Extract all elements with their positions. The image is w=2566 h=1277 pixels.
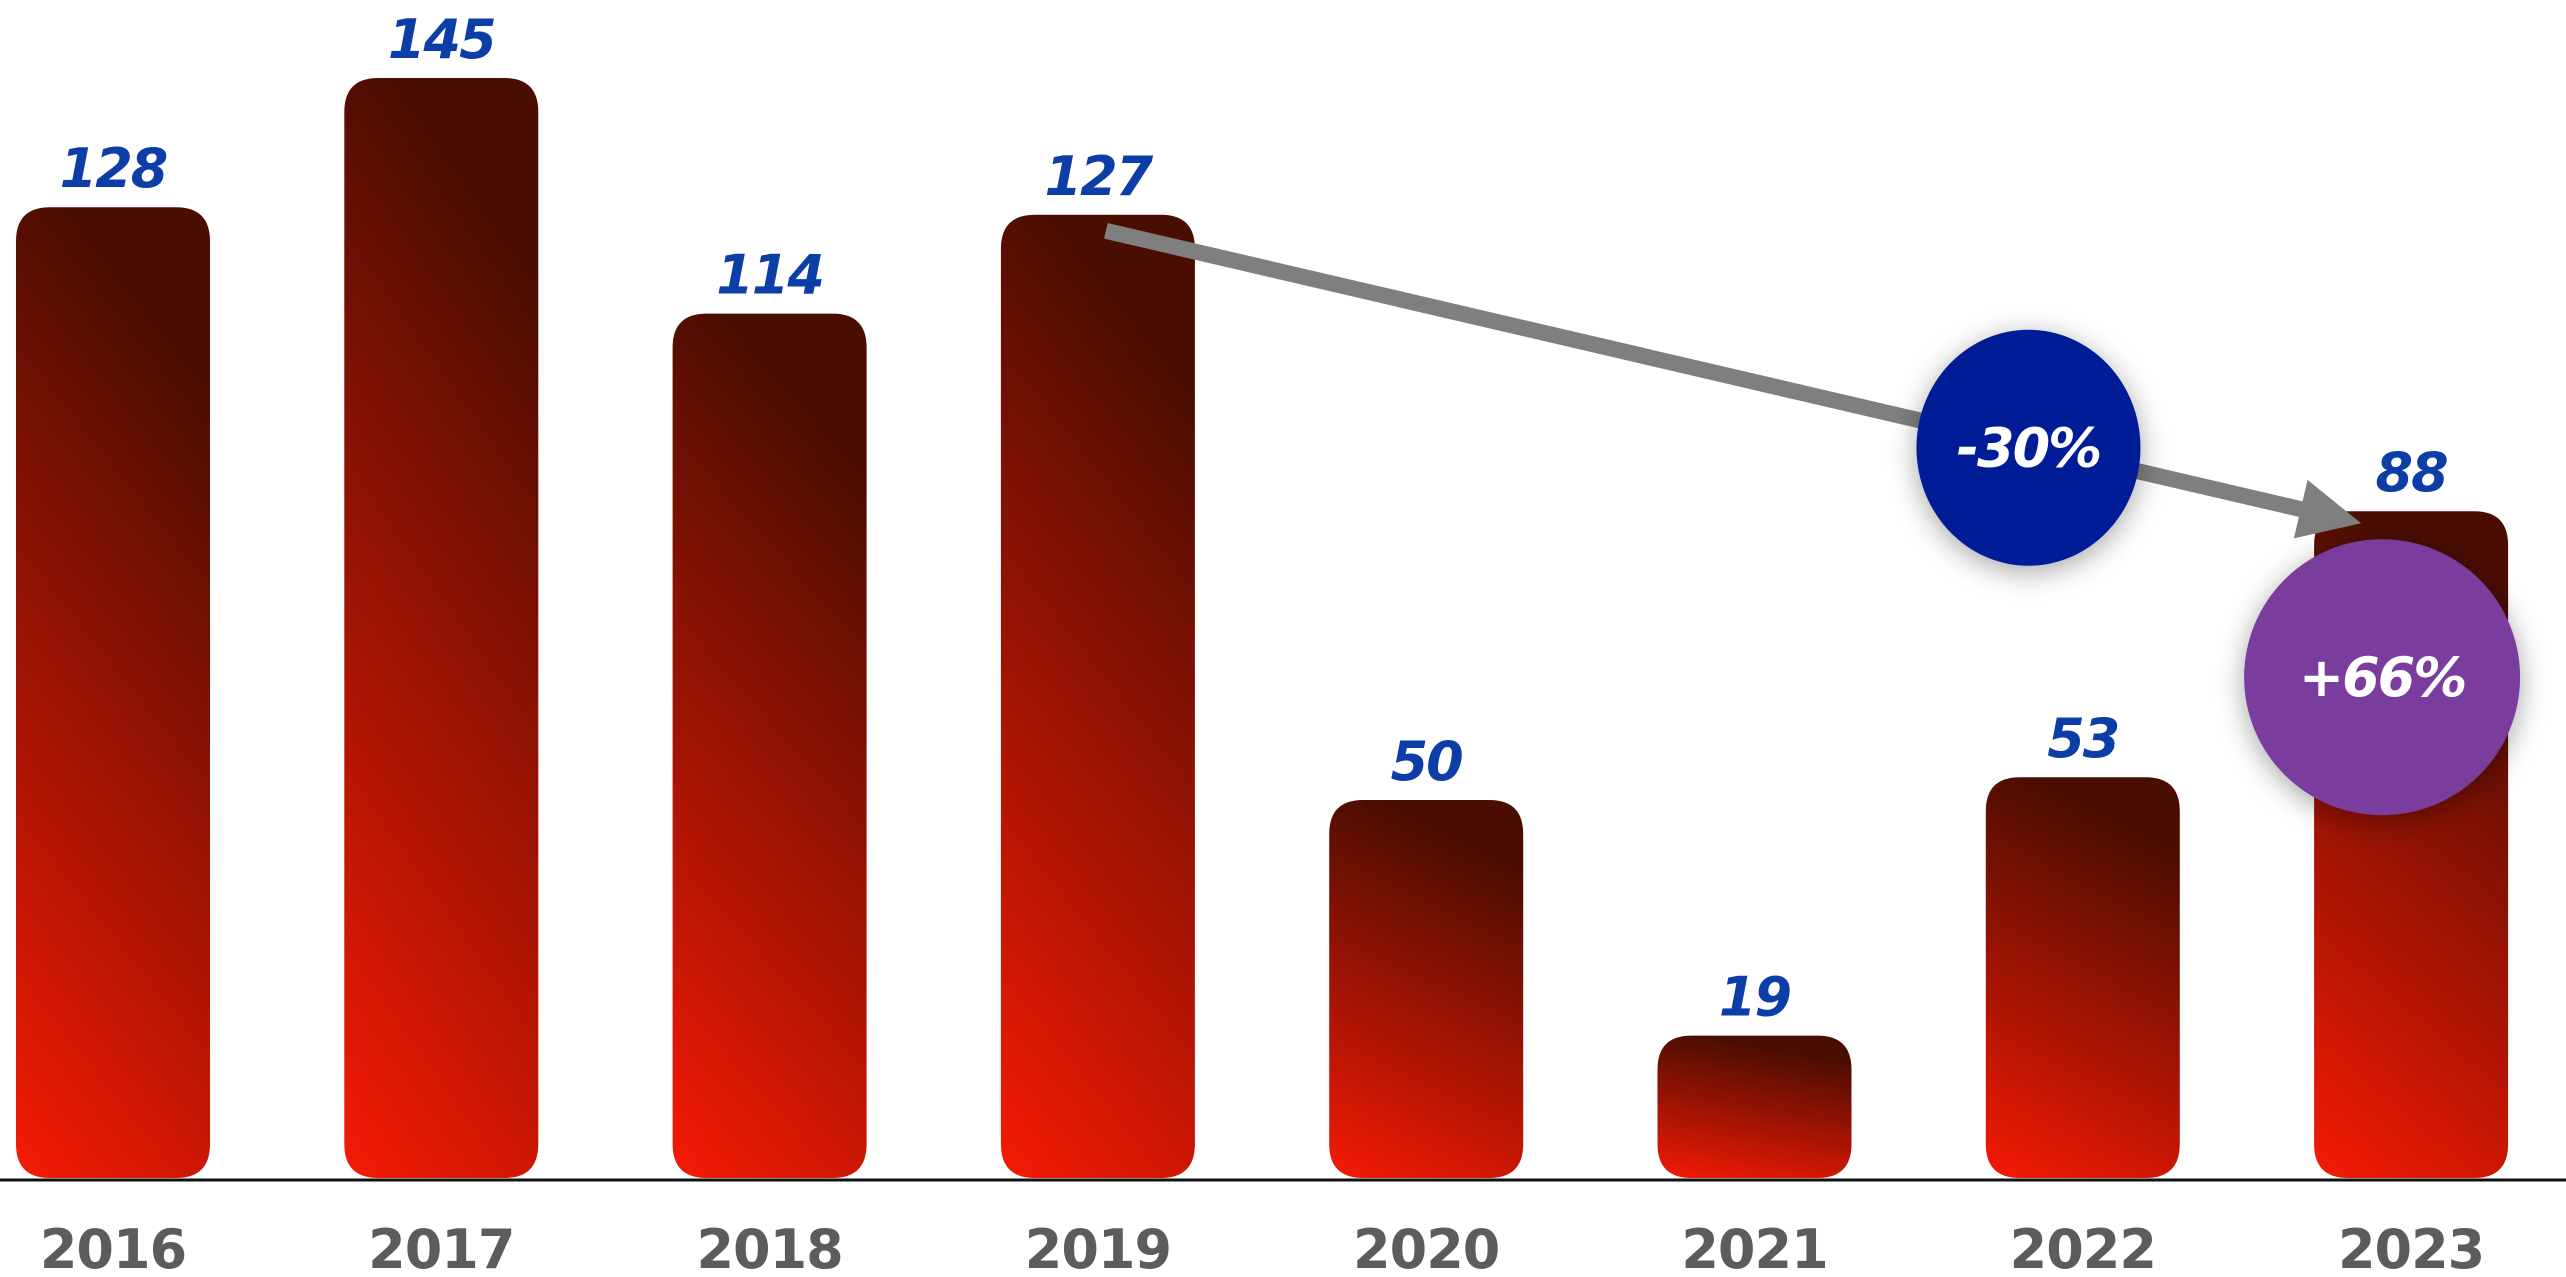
bar-2016	[16, 207, 210, 1178]
bar-2020	[1329, 800, 1524, 1178]
x-tick-label-2016: 2016	[40, 1218, 186, 1277]
change-badge-decline: -30%	[1916, 329, 2141, 566]
data-label-2019: 127	[1045, 145, 1154, 208]
bar-2019	[1000, 214, 1195, 1179]
year-labels-layer: 2016 2017 2018 2019 2020 2021 2022 2023	[40, 1218, 2485, 1277]
x-tick-label-2023: 2023	[2338, 1218, 2484, 1277]
bar-2018	[672, 313, 867, 1179]
data-label-2017: 145	[388, 8, 495, 71]
bar-2022	[1985, 777, 2180, 1178]
badge-label: -30%	[1957, 417, 2101, 480]
bars-layer	[16, 78, 2509, 1179]
data-label-2022: 53	[2047, 707, 2118, 770]
badge-label: +66%	[2299, 646, 2466, 709]
trend-arrow-head	[2293, 479, 2362, 539]
x-tick-label-2018: 2018	[696, 1218, 842, 1277]
x-tick-label-2020: 2020	[1353, 1218, 1499, 1277]
data-label-2018: 114	[716, 244, 823, 307]
value-labels-layer: 128 145 114 127 50 19 53 88	[60, 8, 2449, 1029]
annotation-layer: -30% +66%	[1104, 223, 2521, 816]
x-tick-label-2021: 2021	[1681, 1218, 1827, 1277]
data-label-2021: 19	[1719, 966, 1791, 1029]
change-badge-growth: +66%	[2244, 539, 2521, 816]
x-tick-label-2017: 2017	[368, 1218, 514, 1277]
x-tick-label-2019: 2019	[1025, 1218, 1171, 1277]
bar-2017	[344, 78, 539, 1178]
data-label-2020: 50	[1391, 730, 1463, 793]
x-tick-label-2022: 2022	[2010, 1218, 2156, 1277]
bar-2021	[1657, 1035, 1852, 1178]
data-label-2016: 128	[60, 137, 167, 200]
badge-circle	[2244, 539, 2521, 816]
badge-circle	[1916, 329, 2141, 566]
data-label-2023: 88	[2376, 441, 2448, 504]
